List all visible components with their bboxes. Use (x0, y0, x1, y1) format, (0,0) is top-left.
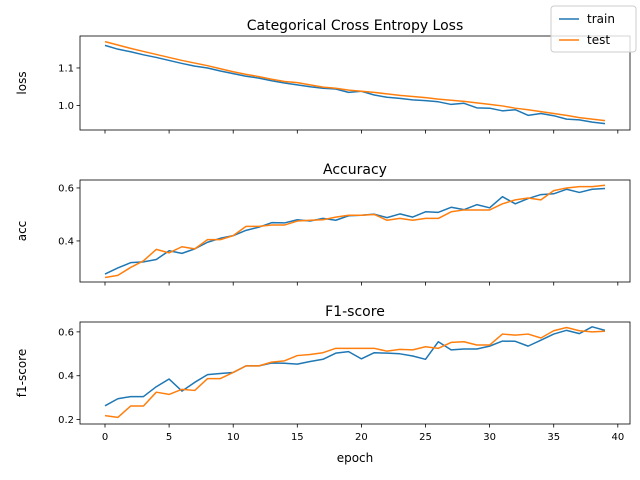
panel-title: F1-score (325, 304, 385, 320)
legend-label-test: test (587, 33, 610, 47)
panel-title: Accuracy (323, 162, 387, 178)
legend-label-train: train (587, 12, 615, 26)
x-tick-label: 40 (611, 432, 624, 443)
series-line-train (104, 326, 606, 407)
series-line-test (104, 326, 606, 419)
y-tick-label: 0.4 (58, 371, 74, 382)
x-tick-label: 30 (483, 432, 496, 443)
series-line-test (104, 184, 606, 279)
plot-frame (79, 179, 631, 283)
y-tick-label: 0.2 (58, 415, 74, 426)
x-tick-label: 35 (547, 432, 560, 443)
x-tick-label: 10 (227, 432, 240, 443)
y-axis-title: acc (15, 221, 29, 242)
x-tick-label: 25 (419, 432, 432, 443)
y-axis-title: loss (15, 71, 29, 94)
x-tick-label: 20 (355, 432, 368, 443)
y-tick-label: 0.6 (58, 183, 74, 194)
y-tick-label: 0.4 (58, 236, 74, 247)
x-tick-label: 5 (166, 432, 172, 443)
plot-frame (79, 35, 631, 131)
x-tick-label: 0 (102, 432, 108, 443)
panel-title: Categorical Cross Entropy Loss (247, 18, 464, 34)
series-line-train (104, 44, 606, 125)
series-line-train (104, 187, 606, 275)
y-tick-label: 1.0 (58, 101, 74, 112)
plot-frame (79, 321, 631, 425)
y-tick-label: 0.6 (58, 327, 74, 338)
y-tick-label: 1.1 (58, 63, 74, 74)
series-line-test (104, 40, 606, 122)
x-tick-label: 15 (291, 432, 304, 443)
y-axis-title: f1-score (15, 349, 29, 397)
x-axis-title: epoch (337, 451, 374, 465)
